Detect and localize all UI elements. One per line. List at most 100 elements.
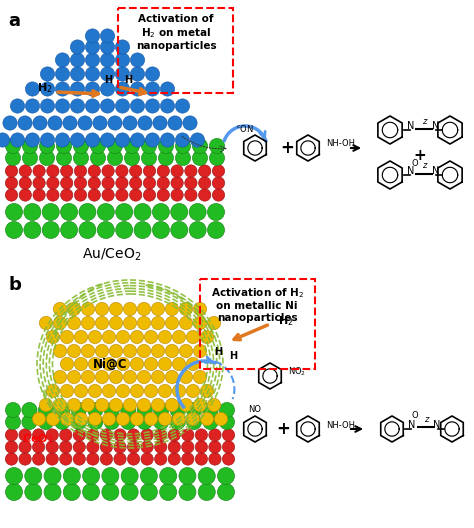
Circle shape bbox=[145, 412, 158, 426]
Circle shape bbox=[74, 165, 87, 177]
Circle shape bbox=[74, 177, 87, 189]
Circle shape bbox=[87, 429, 99, 441]
Circle shape bbox=[60, 412, 73, 426]
Circle shape bbox=[5, 138, 20, 154]
Circle shape bbox=[42, 203, 59, 221]
Circle shape bbox=[100, 29, 115, 43]
Circle shape bbox=[160, 133, 174, 147]
Text: N: N bbox=[407, 121, 415, 131]
Circle shape bbox=[60, 441, 72, 453]
Circle shape bbox=[123, 303, 137, 316]
Circle shape bbox=[186, 402, 201, 418]
Circle shape bbox=[54, 303, 67, 316]
Circle shape bbox=[130, 412, 144, 426]
Circle shape bbox=[160, 484, 177, 501]
Text: H: H bbox=[214, 347, 222, 357]
Circle shape bbox=[175, 150, 191, 166]
Text: O: O bbox=[412, 158, 419, 167]
Circle shape bbox=[124, 138, 140, 154]
Text: Au/CeO$_2$: Au/CeO$_2$ bbox=[82, 247, 142, 263]
Circle shape bbox=[209, 453, 221, 465]
Circle shape bbox=[145, 357, 158, 371]
Circle shape bbox=[70, 67, 85, 81]
Circle shape bbox=[158, 138, 173, 154]
Circle shape bbox=[67, 344, 81, 357]
Circle shape bbox=[222, 429, 235, 441]
Circle shape bbox=[22, 150, 37, 166]
Text: z: z bbox=[424, 414, 428, 423]
Circle shape bbox=[129, 165, 142, 177]
Circle shape bbox=[54, 344, 67, 357]
Circle shape bbox=[116, 412, 130, 426]
Circle shape bbox=[171, 165, 183, 177]
Circle shape bbox=[109, 344, 123, 357]
Circle shape bbox=[219, 414, 235, 430]
Text: N: N bbox=[432, 121, 440, 131]
Circle shape bbox=[102, 357, 116, 371]
Text: N: N bbox=[433, 420, 441, 430]
Circle shape bbox=[143, 189, 155, 201]
Circle shape bbox=[130, 53, 145, 67]
Circle shape bbox=[85, 53, 100, 67]
Circle shape bbox=[74, 412, 88, 426]
Circle shape bbox=[38, 402, 54, 418]
Text: H: H bbox=[124, 75, 132, 85]
Circle shape bbox=[109, 316, 123, 329]
Circle shape bbox=[91, 138, 106, 154]
Circle shape bbox=[102, 189, 114, 201]
Circle shape bbox=[193, 398, 207, 412]
Circle shape bbox=[151, 344, 164, 357]
Circle shape bbox=[87, 441, 99, 453]
Text: +: + bbox=[276, 420, 290, 438]
Circle shape bbox=[55, 402, 70, 418]
Circle shape bbox=[47, 177, 59, 189]
Circle shape bbox=[60, 357, 73, 371]
Circle shape bbox=[141, 453, 153, 465]
Circle shape bbox=[26, 99, 40, 113]
Circle shape bbox=[116, 221, 133, 239]
Circle shape bbox=[61, 221, 78, 239]
Circle shape bbox=[123, 344, 137, 357]
Circle shape bbox=[207, 398, 221, 412]
Circle shape bbox=[5, 429, 18, 441]
Circle shape bbox=[130, 357, 144, 371]
Circle shape bbox=[179, 303, 192, 316]
Circle shape bbox=[73, 138, 89, 154]
Circle shape bbox=[73, 429, 85, 441]
Circle shape bbox=[141, 138, 156, 154]
Circle shape bbox=[143, 177, 155, 189]
Circle shape bbox=[88, 402, 103, 418]
Circle shape bbox=[102, 484, 119, 501]
Circle shape bbox=[165, 398, 179, 412]
Circle shape bbox=[193, 303, 207, 316]
Circle shape bbox=[100, 429, 113, 441]
Circle shape bbox=[102, 467, 119, 485]
Circle shape bbox=[179, 467, 196, 485]
Circle shape bbox=[201, 412, 214, 426]
Circle shape bbox=[195, 441, 208, 453]
Circle shape bbox=[60, 384, 73, 398]
Circle shape bbox=[82, 467, 100, 485]
Circle shape bbox=[5, 414, 20, 430]
Circle shape bbox=[82, 316, 95, 329]
Circle shape bbox=[208, 203, 225, 221]
Circle shape bbox=[137, 402, 152, 418]
Circle shape bbox=[109, 370, 123, 384]
Circle shape bbox=[22, 414, 37, 430]
Circle shape bbox=[182, 429, 194, 441]
Text: $^{c}$ON: $^{c}$ON bbox=[236, 123, 254, 134]
Circle shape bbox=[128, 429, 140, 441]
Circle shape bbox=[85, 40, 100, 54]
Circle shape bbox=[186, 331, 200, 344]
Circle shape bbox=[61, 165, 73, 177]
Text: +: + bbox=[414, 147, 427, 163]
Circle shape bbox=[74, 331, 88, 344]
Circle shape bbox=[214, 412, 228, 426]
Circle shape bbox=[120, 402, 136, 418]
Circle shape bbox=[222, 453, 235, 465]
Circle shape bbox=[158, 331, 172, 344]
Text: H: H bbox=[104, 75, 112, 85]
Circle shape bbox=[199, 189, 211, 201]
Circle shape bbox=[104, 414, 119, 430]
Circle shape bbox=[201, 384, 214, 398]
